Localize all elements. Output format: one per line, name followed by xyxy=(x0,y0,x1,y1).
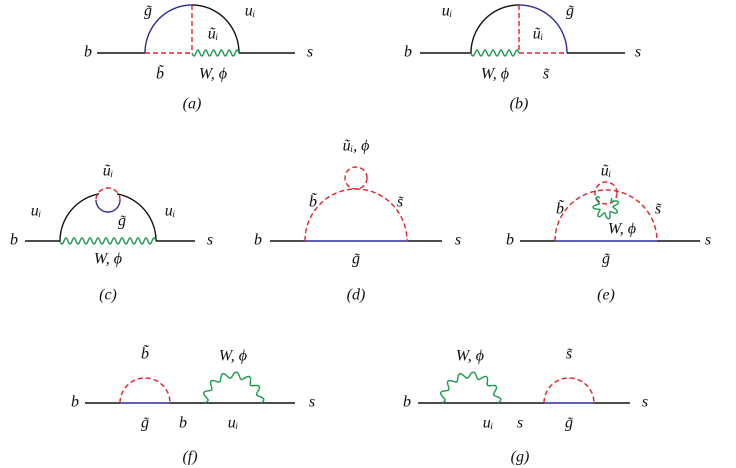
particle-label: uᵢ xyxy=(228,415,239,432)
particle-label: ũᵢ xyxy=(208,26,219,43)
propagator-arc xyxy=(554,189,658,241)
particle-label: s xyxy=(307,44,313,61)
boson-line xyxy=(191,49,240,57)
particle-label: b xyxy=(71,394,79,411)
particle-label: W, ϕ xyxy=(608,221,636,238)
propagator-arc xyxy=(116,193,157,241)
particle-label: W, ϕ xyxy=(219,348,247,365)
propagator-arc xyxy=(344,166,368,190)
propagator-arc xyxy=(192,4,240,53)
particle-label: ũᵢ xyxy=(533,26,544,43)
particle-label: b xyxy=(84,44,92,61)
propagator-arc xyxy=(95,187,121,200)
diagram-caption: (c) xyxy=(99,287,117,304)
particle-label: ũᵢ xyxy=(601,163,612,180)
particle-label: s xyxy=(207,232,213,249)
particle-label: b xyxy=(179,415,187,432)
propagator-arc xyxy=(543,377,595,403)
particle-label: s xyxy=(635,44,641,61)
propagator-arc xyxy=(95,200,121,213)
particle-label: g̃ xyxy=(144,3,153,20)
propagator-arc xyxy=(470,4,519,53)
particle-label: s̃ xyxy=(543,66,551,83)
boson-line xyxy=(59,237,157,245)
boson-line xyxy=(470,49,520,57)
particle-label: uᵢ xyxy=(483,415,494,432)
propagator-arc xyxy=(519,4,568,53)
propagator-arc xyxy=(304,188,408,241)
particle-label: s̃ xyxy=(566,346,574,363)
particle-label: s xyxy=(309,394,315,411)
particle-label: g̃ xyxy=(141,415,150,432)
particle-label: s xyxy=(705,232,711,249)
particle-label: g̃ xyxy=(118,213,127,230)
propagator-arc xyxy=(119,377,171,403)
particle-label: W, ϕ xyxy=(199,66,227,83)
particle-label: g̃ xyxy=(565,415,574,432)
propagator-arc xyxy=(144,4,192,53)
particle-label: b̃ xyxy=(141,345,150,363)
particle-label: ũᵢ, ϕ xyxy=(343,138,370,155)
particle-label: uᵢ xyxy=(165,203,176,220)
diagram-caption: (b) xyxy=(510,96,529,113)
particle-label: s xyxy=(517,415,523,432)
particle-label: g̃ xyxy=(352,251,361,268)
particle-label: s xyxy=(455,232,461,249)
particle-label: s̃ xyxy=(397,194,405,211)
particle-label: b xyxy=(254,232,262,249)
particle-label: g̃ xyxy=(602,251,611,268)
particle-label: b̃ xyxy=(309,193,318,211)
particle-label: b̃ xyxy=(156,65,165,83)
particle-label: s̃ xyxy=(655,201,663,218)
diagram-caption: (d) xyxy=(347,287,366,304)
particle-label: uᵢ xyxy=(31,203,42,220)
particle-label: ũᵢ xyxy=(103,163,114,180)
particle-label: b̃ xyxy=(556,200,565,218)
diagram-caption: (g) xyxy=(511,449,530,466)
particle-label: g̃ xyxy=(566,3,575,20)
particle-label: uᵢ xyxy=(442,3,453,20)
particle-label: b xyxy=(506,232,514,249)
particle-label: s xyxy=(642,394,648,411)
particle-label: b xyxy=(10,232,18,249)
particle-label: b xyxy=(403,394,411,411)
diagram-caption: (e) xyxy=(597,287,615,304)
propagator-arc xyxy=(59,193,100,241)
boson-loop xyxy=(592,196,620,220)
particle-label: W, ϕ xyxy=(481,66,509,83)
propagator-arc xyxy=(594,181,618,205)
particle-label: b xyxy=(404,44,412,61)
diagram-caption: (f) xyxy=(182,449,197,466)
particle-label: W, ϕ xyxy=(94,251,122,268)
particle-label: uᵢ xyxy=(245,3,256,20)
boson-loop xyxy=(202,371,265,404)
boson-loop xyxy=(439,371,502,404)
particle-label: W, ϕ xyxy=(456,348,484,365)
diagram-caption: (a) xyxy=(183,96,202,113)
